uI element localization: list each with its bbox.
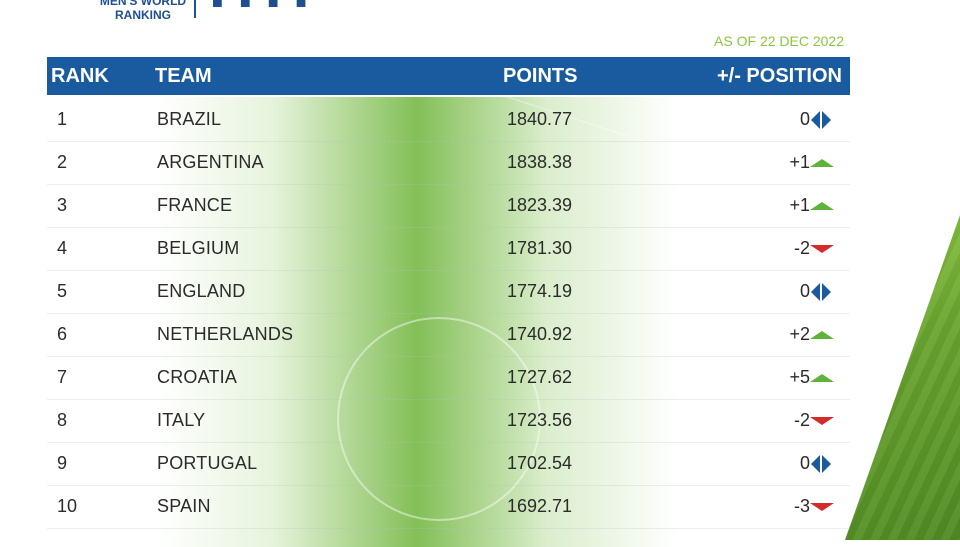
- position-change-cell: +2: [789, 324, 810, 344]
- team-cell: BRAZIL: [157, 109, 222, 129]
- table-row: 3 FRANCE 1823.39 +1: [47, 184, 850, 228]
- header-points: POINTS: [503, 65, 578, 87]
- as-of-date: AS OF 22 DEC 2022: [714, 33, 844, 49]
- table-row: 6 NETHERLANDS 1740.92 +2: [47, 313, 850, 357]
- rank-cell: 10: [57, 496, 78, 516]
- position-change-cell: 0: [799, 453, 810, 473]
- position-change-cell: 0: [799, 109, 810, 129]
- points-cell: 1774.19: [507, 281, 573, 301]
- pitch-grass-stripes: [845, 215, 960, 540]
- points-cell: 1727.62: [507, 367, 573, 387]
- rank-cell: 7: [57, 367, 68, 387]
- position-change-cell: +1: [789, 195, 810, 215]
- points-cell: 1838.38: [507, 152, 573, 172]
- team-cell: CROATIA: [157, 367, 238, 387]
- points-cell: 1692.71: [507, 496, 573, 516]
- position-change-cell: -2: [793, 238, 810, 258]
- rank-cell: 2: [57, 152, 68, 172]
- points-cell: 1723.56: [507, 410, 573, 430]
- rank-cell: 1: [57, 109, 68, 129]
- team-cell: PORTUGAL: [157, 453, 258, 473]
- down-icon: [810, 239, 834, 259]
- down-icon: [810, 497, 834, 517]
- header-rank: RANK: [51, 65, 109, 87]
- team-cell: BELGIUM: [157, 238, 240, 258]
- down-icon: [810, 411, 834, 431]
- rank-cell: 6: [57, 324, 68, 344]
- ranking-logo: MEN'S WORLD RANKING: [98, 0, 188, 22]
- rank-cell: 4: [57, 238, 68, 258]
- logo-divider: [194, 0, 196, 18]
- team-cell: ARGENTINA: [157, 152, 264, 172]
- points-cell: 1823.39: [507, 195, 573, 215]
- logo-line-2: RANKING: [115, 8, 171, 22]
- team-cell: FRANCE: [157, 195, 233, 215]
- position-change-cell: 0: [799, 281, 810, 301]
- table-row: 1 BRAZIL 1840.77 0: [47, 98, 850, 142]
- same-icon: [810, 454, 832, 474]
- header-position-change: +/- POSITION: [716, 65, 842, 87]
- logo-marks: ■ ■ ■ ■: [212, 0, 313, 12]
- points-cell: 1781.30: [507, 238, 573, 258]
- team-cell: ENGLAND: [157, 281, 246, 301]
- ranking-table: RANK TEAM POINTS +/- POSITION 1 BRAZIL 184…: [47, 57, 850, 547]
- table-row: 7 CROATIA 1727.62 +5: [47, 356, 850, 400]
- team-cell: ITALY: [157, 410, 206, 430]
- up-icon: [810, 153, 834, 173]
- team-cell: NETHERLANDS: [157, 324, 294, 344]
- table-row: 8 ITALY 1723.56 -2: [47, 399, 850, 443]
- team-cell: SPAIN: [157, 496, 211, 516]
- table-row: 10 SPAIN 1692.71 -3: [47, 485, 850, 529]
- up-icon: [810, 368, 834, 388]
- points-cell: 1740.92: [507, 324, 573, 344]
- logo-line-1: MEN'S WORLD: [99, 0, 187, 8]
- position-change-cell: +1: [789, 152, 810, 172]
- pitch-circle-line: [337, 317, 541, 521]
- rank-cell: 5: [57, 281, 68, 301]
- rank-cell: 3: [57, 195, 68, 215]
- table-header: RANK TEAM POINTS +/- POSITION: [47, 57, 850, 95]
- table-row: 4 BELGIUM 1781.30 -2: [47, 227, 850, 271]
- rank-cell: 9: [57, 453, 68, 473]
- table-row: 9 PORTUGAL 1702.54 0: [47, 442, 850, 486]
- table-row: 5 ENGLAND 1774.19 0: [47, 270, 850, 314]
- same-icon: [810, 282, 832, 302]
- position-change-cell: +5: [789, 367, 810, 387]
- up-icon: [810, 196, 834, 216]
- points-cell: 1840.77: [507, 109, 573, 129]
- position-change-cell: -3: [793, 496, 810, 516]
- same-icon: [810, 110, 832, 130]
- rank-cell: 8: [57, 410, 68, 430]
- up-icon: [810, 325, 834, 345]
- header-team: TEAM: [155, 65, 212, 87]
- points-cell: 1702.54: [507, 453, 573, 473]
- table-row: 2 ARGENTINA 1838.38 +1: [47, 141, 850, 185]
- position-change-cell: -2: [793, 410, 810, 430]
